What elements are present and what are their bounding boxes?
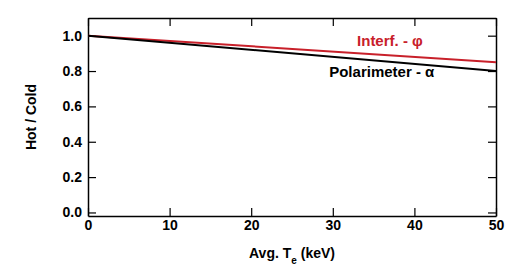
tick-mark — [88, 212, 96, 213]
tick: 0.6 — [63, 98, 96, 114]
tick — [170, 18, 171, 26]
x-axis: 0 10 20 30 40 50 — [85, 208, 505, 233]
tick-mark — [488, 36, 496, 37]
tick-mark — [251, 18, 252, 26]
series-label: Interf. - φ — [357, 32, 423, 49]
plot: 0 10 20 30 40 50 0.0 0.2 0.4 0.6 0.8 1.0 Interf. - φ… — [23, 18, 504, 266]
axis-line — [88, 19, 90, 217]
tick: 40 — [407, 208, 423, 233]
tick-mark — [333, 18, 334, 26]
tick-label: 0.2 — [63, 169, 83, 185]
y-axis-title: Hot / Cold — [23, 84, 39, 150]
tick-mark — [170, 18, 171, 26]
tick: 10 — [162, 208, 178, 233]
series-label: Polarimeter - α — [329, 63, 435, 80]
tick — [333, 18, 334, 26]
axis-line — [496, 19, 498, 217]
tick-label: 0.6 — [63, 98, 83, 114]
x-axis-top — [89, 18, 497, 26]
tick — [414, 18, 415, 26]
tick-mark — [88, 142, 96, 143]
tick: 0.2 — [63, 169, 96, 185]
tick-mark — [414, 18, 415, 26]
tick-mark — [488, 177, 496, 178]
tick — [488, 177, 496, 178]
tick-mark — [88, 177, 96, 178]
tick: 30 — [326, 208, 342, 233]
tick-label: 1.0 — [63, 28, 83, 44]
tick-mark — [488, 106, 496, 107]
tick: 0.0 — [63, 204, 96, 220]
tick-label: 0.4 — [63, 134, 83, 150]
tick-mark — [88, 106, 96, 107]
tick-label: 10 — [162, 217, 178, 233]
tick-mark — [251, 208, 252, 216]
tick-mark — [488, 212, 496, 213]
axis-line — [89, 18, 497, 20]
y-axis: 0.0 0.2 0.4 0.6 0.8 1.0 — [63, 19, 96, 221]
series-line — [88, 36, 496, 71]
tick-label: 0.8 — [63, 63, 83, 79]
tick — [488, 142, 496, 143]
tick-mark — [88, 71, 96, 72]
tick — [488, 106, 496, 107]
lines — [88, 36, 496, 71]
chart: 0 10 20 30 40 50 0.0 0.2 0.4 0.6 0.8 1.0 Interf. - φ… — [0, 0, 524, 268]
tick-label: 30 — [326, 217, 342, 233]
tick: 0.4 — [63, 134, 96, 150]
tick-mark — [333, 208, 334, 216]
tick — [251, 18, 252, 26]
tick — [488, 212, 496, 213]
tick: 20 — [244, 208, 260, 233]
axis-line — [89, 216, 497, 218]
tick: 0.8 — [63, 63, 96, 79]
tick-label: 0.0 — [63, 204, 83, 220]
y-axis-right — [488, 19, 497, 217]
tick-label: 50 — [489, 217, 505, 233]
tick-mark — [414, 208, 415, 216]
tick-mark — [170, 208, 171, 216]
tick — [488, 36, 496, 37]
series-line — [88, 36, 496, 63]
tick-label: 40 — [407, 217, 423, 233]
x-axis-title: Avg. Te (keV) — [249, 245, 335, 266]
tick-label: 20 — [244, 217, 260, 233]
tick-label: 0 — [85, 217, 93, 233]
tick-mark — [488, 142, 496, 143]
